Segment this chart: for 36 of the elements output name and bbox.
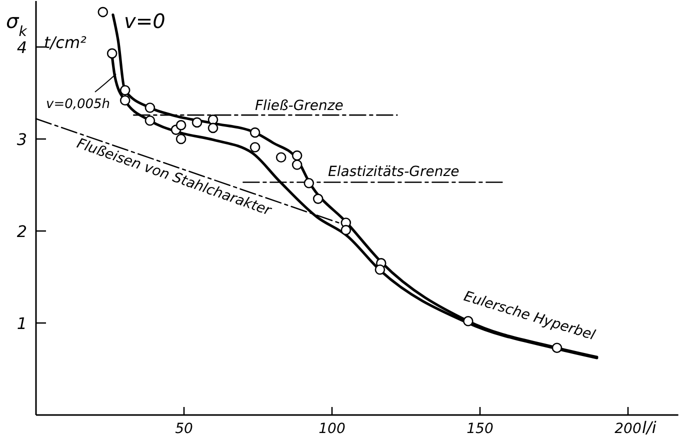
x-tick-label: 200: [614, 421, 642, 437]
x-axis-title: l/i: [642, 418, 657, 437]
point: [120, 95, 130, 106]
point: [250, 127, 260, 138]
point: [176, 134, 186, 144]
x-tick-label: 150: [466, 421, 494, 437]
point: [98, 6, 108, 18]
point: [340, 224, 352, 236]
point: [292, 150, 302, 161]
point: [176, 120, 186, 130]
annotation: t/cm²: [44, 33, 88, 52]
point: [552, 342, 562, 353]
point: [250, 142, 260, 152]
y-tick-label: 4: [16, 38, 28, 57]
legend-label: v=0,005h: [46, 97, 110, 112]
point: [276, 152, 286, 163]
point: [144, 115, 156, 126]
x-tick-label: 100: [318, 421, 346, 437]
series-label: Elastizitäts-Grenze: [328, 164, 460, 180]
point: [374, 264, 386, 275]
y-axis-title: σ$_{k}$: [6, 9, 28, 40]
point: [304, 178, 314, 188]
point: [120, 85, 130, 96]
point: [208, 114, 218, 125]
x-tick-label: 50: [175, 421, 193, 437]
point: [312, 194, 324, 204]
point: [144, 102, 156, 113]
point: [292, 160, 302, 170]
y-tick-label: 2: [16, 222, 28, 241]
point: [208, 122, 218, 134]
y-tick-label: 1: [16, 314, 28, 333]
series-label: Fließ-Grenze: [255, 98, 344, 114]
point: [106, 48, 118, 59]
series-label: v=0: [124, 9, 166, 33]
point: [192, 117, 202, 128]
y-tick-label: 3: [16, 130, 28, 149]
